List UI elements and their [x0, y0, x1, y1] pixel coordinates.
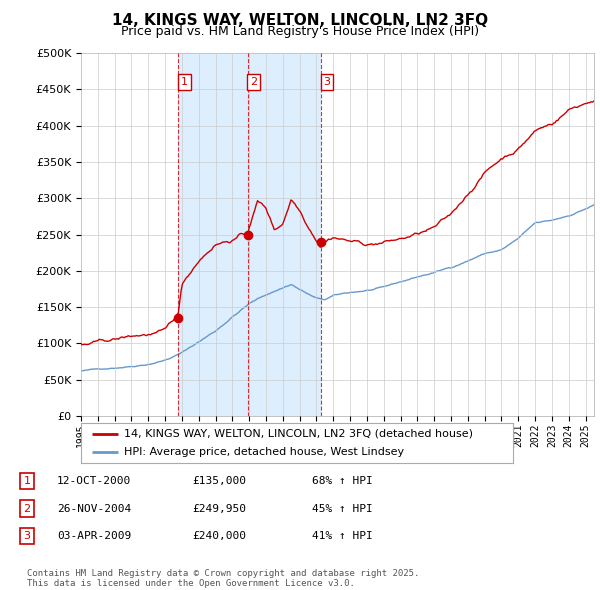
Text: Price paid vs. HM Land Registry's House Price Index (HPI): Price paid vs. HM Land Registry's House …: [121, 25, 479, 38]
Text: 3: 3: [23, 532, 31, 541]
Text: 1: 1: [23, 476, 31, 486]
Text: 45% ↑ HPI: 45% ↑ HPI: [312, 504, 373, 513]
Text: 03-APR-2009: 03-APR-2009: [57, 532, 131, 541]
Text: 3: 3: [323, 77, 331, 87]
Text: 14, KINGS WAY, WELTON, LINCOLN, LN2 3FQ (detached house): 14, KINGS WAY, WELTON, LINCOLN, LN2 3FQ …: [124, 429, 473, 439]
Text: 2: 2: [250, 77, 257, 87]
Text: HPI: Average price, detached house, West Lindsey: HPI: Average price, detached house, West…: [124, 447, 404, 457]
Bar: [248, 53, 321, 416]
Text: 68% ↑ HPI: 68% ↑ HPI: [312, 476, 373, 486]
Text: 12-OCT-2000: 12-OCT-2000: [57, 476, 131, 486]
Text: £240,000: £240,000: [192, 532, 246, 541]
Text: 2: 2: [23, 504, 31, 513]
Text: £249,950: £249,950: [192, 504, 246, 513]
Text: £135,000: £135,000: [192, 476, 246, 486]
Text: 41% ↑ HPI: 41% ↑ HPI: [312, 532, 373, 541]
Text: 1: 1: [181, 77, 188, 87]
Text: 26-NOV-2004: 26-NOV-2004: [57, 504, 131, 513]
Text: 14, KINGS WAY, WELTON, LINCOLN, LN2 3FQ: 14, KINGS WAY, WELTON, LINCOLN, LN2 3FQ: [112, 13, 488, 28]
Text: Contains HM Land Registry data © Crown copyright and database right 2025.
This d: Contains HM Land Registry data © Crown c…: [27, 569, 419, 588]
Bar: [178, 53, 248, 416]
